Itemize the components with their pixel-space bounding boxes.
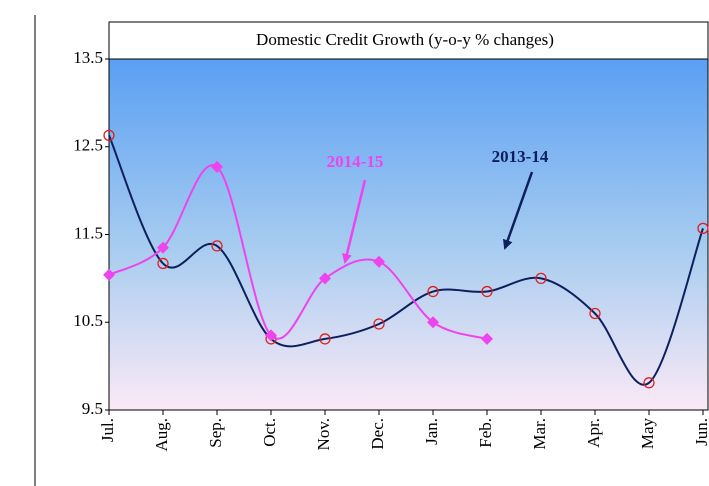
x-tick-label: Jan. — [422, 418, 441, 445]
label-arrow — [342, 179, 367, 264]
series-line — [108, 134, 704, 386]
x-tick-label: Dec. — [368, 418, 387, 450]
point-marker — [427, 285, 439, 298]
point-marker — [103, 268, 115, 281]
x-tick-label: May — [638, 418, 657, 450]
x-tick-label: Apr. — [584, 418, 603, 448]
x-tick-label: Nov. — [314, 418, 333, 450]
y-tick-label: 9.5 — [82, 399, 103, 418]
point-marker — [319, 272, 331, 285]
x-tick-label: Sep. — [206, 418, 225, 448]
plot-area — [108, 58, 709, 411]
point-marker — [643, 377, 655, 389]
point-marker — [427, 316, 439, 329]
y-tick-label: 13.5 — [73, 48, 103, 67]
y-tick-label: 11.5 — [74, 223, 103, 242]
point-marker — [481, 285, 493, 298]
point-marker — [373, 318, 385, 330]
series-line — [108, 164, 488, 340]
point-marker — [157, 257, 169, 270]
y-tick-label: 12.5 — [73, 136, 103, 155]
x-tick-label: Mar. — [530, 418, 549, 450]
point-marker — [697, 222, 709, 235]
point-marker — [211, 160, 223, 173]
point-marker — [535, 272, 547, 285]
chart-title: Domestic Credit Growth (y-o-y % changes) — [256, 30, 554, 49]
point-marker — [211, 240, 223, 252]
x-tick-label: Aug. — [152, 418, 171, 452]
x-tick-label: Jul. — [98, 418, 117, 442]
point-marker — [157, 241, 169, 254]
y-tick-label: 10.5 — [73, 311, 103, 330]
x-tick-label: Oct. — [260, 418, 279, 447]
point-marker — [319, 333, 331, 345]
point-marker — [589, 307, 601, 320]
point-marker — [481, 332, 493, 345]
series-label: 2013-14 — [492, 147, 549, 166]
point-marker — [103, 129, 115, 141]
label-arrow — [502, 171, 534, 250]
series-label: 2014-15 — [327, 152, 384, 171]
x-tick-label: Jun. — [692, 418, 709, 446]
x-tick-label: Feb. — [476, 418, 495, 448]
point-marker — [373, 255, 385, 268]
point-marker — [265, 329, 277, 342]
